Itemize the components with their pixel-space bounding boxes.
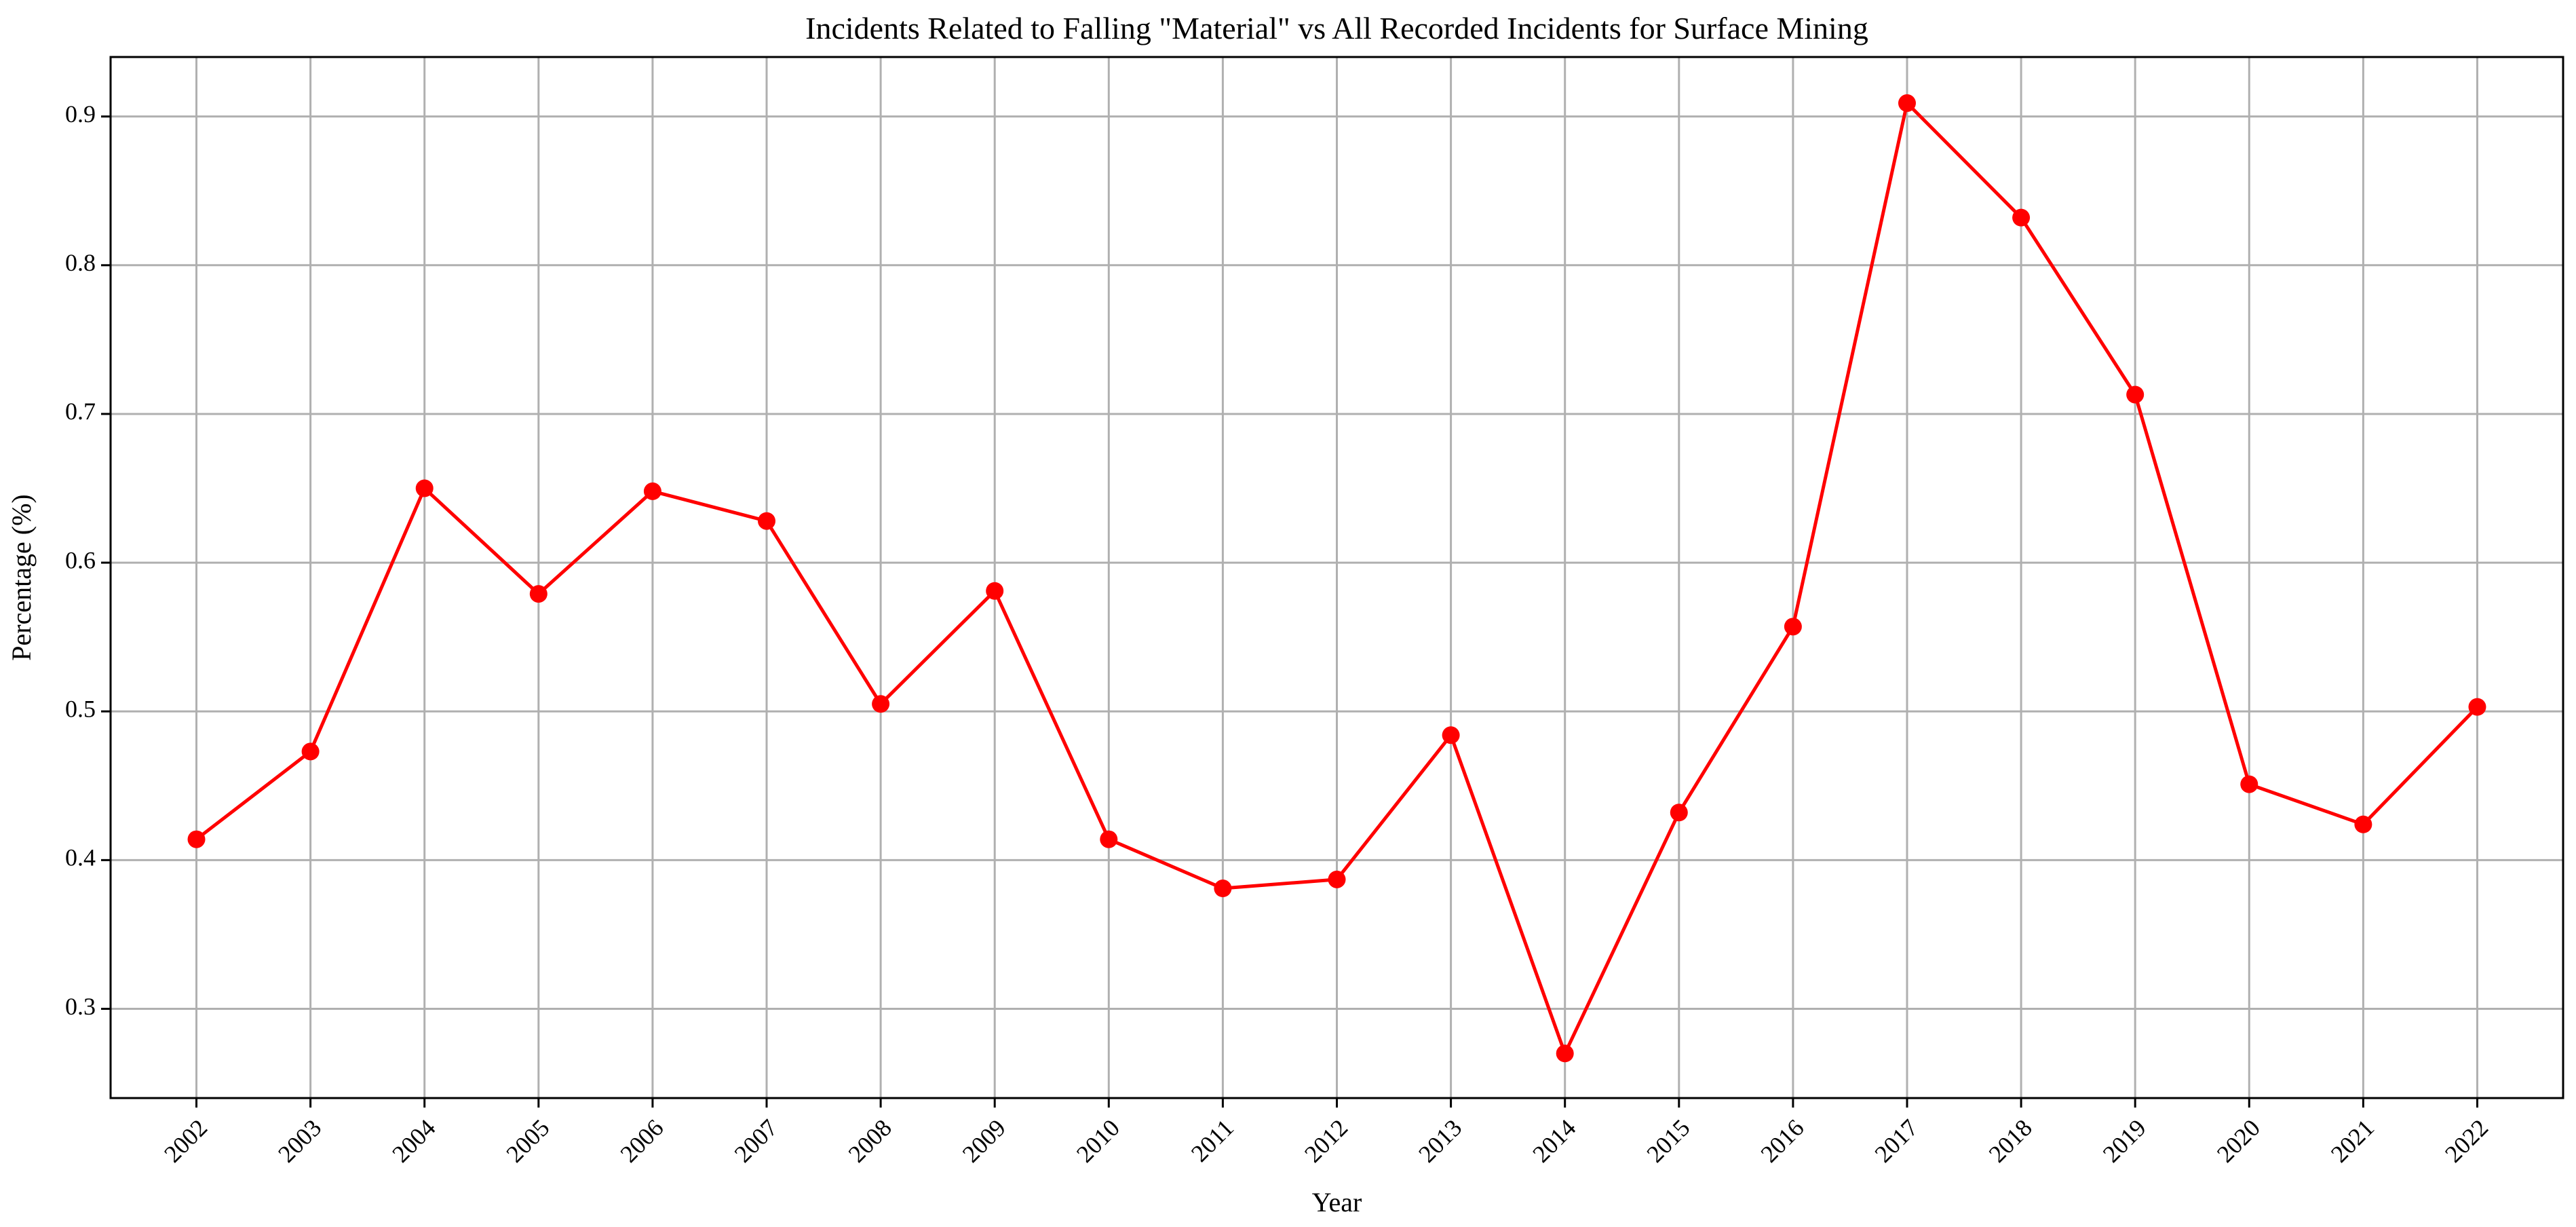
x-axis-label: Year: [1312, 1187, 1362, 1217]
data-point: [1898, 94, 1916, 112]
y-tick-label: 0.9: [65, 100, 96, 128]
data-point: [1784, 618, 1802, 636]
data-point: [1670, 804, 1688, 822]
data-point: [986, 582, 1004, 600]
data-point: [2468, 698, 2486, 716]
data-point: [758, 512, 776, 530]
y-tick-label: 0.5: [65, 695, 96, 722]
y-axis-label: Percentage (%): [6, 494, 37, 660]
data-point: [1328, 870, 1346, 888]
data-point: [643, 482, 661, 500]
grid-lines: [111, 57, 2563, 1098]
series-layer: [187, 94, 2486, 1063]
y-tick-label: 0.8: [65, 249, 96, 276]
data-point: [529, 585, 547, 603]
y-tick-label: 0.6: [65, 546, 96, 573]
data-point: [187, 830, 206, 848]
data-point: [2354, 815, 2372, 833]
data-point: [1214, 880, 1232, 898]
data-point: [2240, 775, 2258, 793]
chart-title: Incidents Related to Falling "Material" …: [805, 11, 1868, 45]
data-point: [301, 742, 320, 761]
data-point: [1442, 726, 1460, 744]
data-point: [415, 479, 434, 497]
data-point: [1100, 830, 1118, 848]
y-tick-label: 0.4: [65, 844, 96, 871]
y-tick-label: 0.3: [65, 993, 96, 1020]
data-point: [2012, 208, 2031, 227]
y-tick-label: 0.7: [65, 398, 96, 425]
data-point: [872, 695, 890, 713]
data-point: [1556, 1044, 1574, 1063]
data-point: [2126, 385, 2145, 404]
